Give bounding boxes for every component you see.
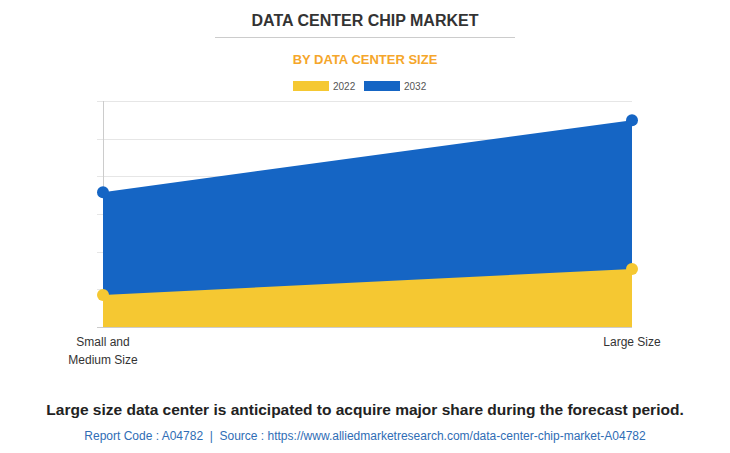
x-tick-line: Medium Size [68, 353, 138, 367]
marker [97, 186, 109, 198]
x-tick-line: Small and [76, 335, 129, 349]
subtitle: BY DATA CENTER SIZE [293, 52, 438, 67]
area [103, 269, 632, 327]
legend-swatch [293, 81, 329, 91]
grid-line [97, 327, 632, 328]
x-axis [97, 327, 632, 328]
x-tick-line: Large Size [603, 335, 661, 349]
caption: Large size data center is anticipated to… [46, 401, 683, 418]
x-tick-label: Large Size [603, 335, 661, 349]
x-tick-label: Small and Medium Size [68, 335, 138, 367]
legend-swatch [364, 81, 400, 91]
area [103, 120, 632, 327]
plot-area [97, 114, 638, 327]
chart: DATA CENTER CHIP MARKET BY DATA CENTER SI… [0, 0, 730, 453]
grid-line [97, 101, 632, 102]
marker [97, 289, 109, 301]
title: DATA CENTER CHIP MARKET [252, 12, 479, 29]
legend-label: 2032 [404, 81, 427, 92]
legend-label: 2022 [333, 81, 356, 92]
title-rule [215, 37, 515, 38]
legend: 2022 2032 [293, 81, 427, 92]
source: Report Code : A04782 | Source : https://… [84, 429, 646, 443]
marker [626, 263, 638, 275]
marker [626, 114, 638, 126]
